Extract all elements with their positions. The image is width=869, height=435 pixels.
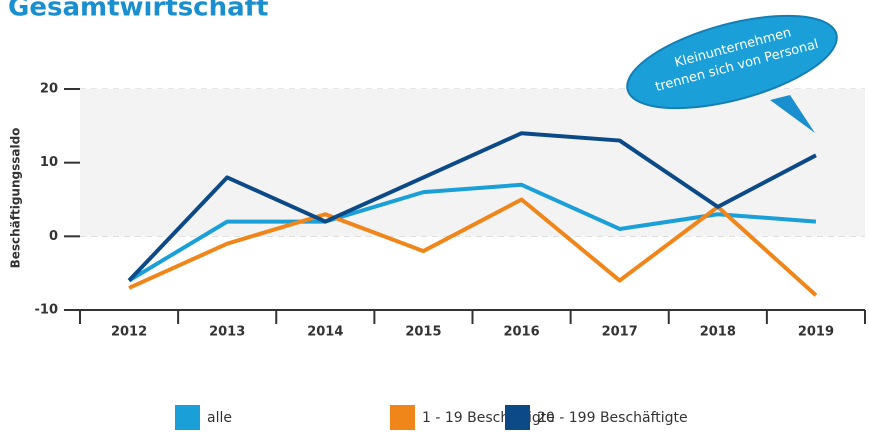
- legend-label: 1 - 19 Beschäftigte: [422, 410, 555, 426]
- series-line: [127, 131, 817, 282]
- x-tick-label: 2018: [700, 325, 736, 340]
- x-tick-label: 2015: [405, 325, 441, 340]
- chart-title: Gesamtwirtschaft: [8, 0, 268, 23]
- legend-swatch: [390, 405, 415, 430]
- x-tick-label: 2012: [111, 325, 147, 340]
- y-tick-label: 10: [40, 155, 58, 170]
- series-line: [128, 197, 818, 297]
- x-tick-label: 2016: [503, 325, 539, 340]
- y-tick-label: 20: [40, 82, 58, 97]
- bubble-body: [626, 14, 838, 110]
- plot-band: [80, 89, 865, 237]
- y-axis-label: Beschäftigungssaldo: [9, 128, 23, 269]
- legend-swatch: [175, 405, 200, 430]
- x-tick-label: 2017: [602, 325, 638, 340]
- legend-swatch: [505, 405, 530, 430]
- x-tick-label: 2019: [798, 325, 834, 340]
- y-tick-label: -10: [35, 303, 59, 318]
- y-tick-label: 0: [49, 229, 58, 244]
- bubble-tail: [770, 95, 815, 133]
- legend-label: 20 - 199 Beschäftigte: [537, 410, 688, 426]
- x-tick-label: 2013: [209, 325, 245, 340]
- x-tick-label: 2014: [307, 325, 343, 340]
- legend-label: alle: [207, 410, 232, 426]
